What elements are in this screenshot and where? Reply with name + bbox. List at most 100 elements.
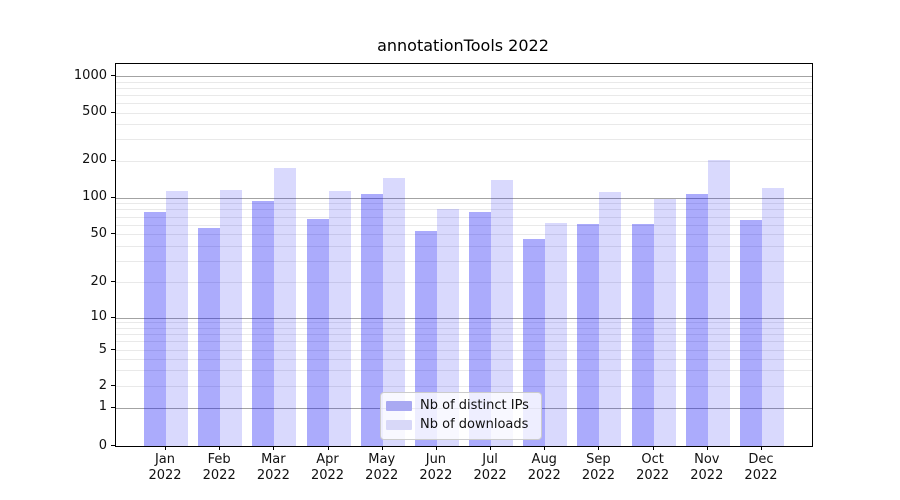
x-tick bbox=[327, 446, 329, 450]
y-tick bbox=[111, 385, 115, 386]
x-tick bbox=[652, 446, 654, 450]
y-tick bbox=[111, 349, 115, 350]
x-tick bbox=[381, 446, 383, 450]
y-tick-label: 500 bbox=[82, 104, 107, 120]
gridline-minor bbox=[116, 386, 812, 387]
gridline-minor bbox=[116, 203, 812, 205]
bar-distinct-ips-sep bbox=[577, 223, 600, 446]
bar-downloads-nov bbox=[707, 159, 730, 446]
x-tick bbox=[165, 446, 166, 450]
y-tick-label: 1 bbox=[98, 399, 107, 414]
bar-distinct-ips-jan bbox=[144, 212, 166, 446]
x-tick-label: Apr 2022 bbox=[310, 452, 345, 483]
y-tick-label: 50 bbox=[90, 225, 107, 241]
bar-distinct-ips-oct bbox=[631, 223, 654, 446]
bar-downloads-oct bbox=[653, 199, 676, 446]
y-tick-label: 100 bbox=[82, 189, 107, 205]
bar-distinct-ips-apr bbox=[306, 218, 329, 446]
bar-distinct-ips-nov bbox=[685, 193, 708, 446]
bar-distinct-ips-dec bbox=[739, 219, 762, 446]
gridline-minor bbox=[116, 216, 812, 218]
gridline-minor bbox=[116, 234, 812, 236]
y-tick bbox=[111, 196, 115, 198]
gridline-minor bbox=[116, 112, 812, 114]
x-tick bbox=[706, 446, 708, 450]
gridline-minor bbox=[116, 81, 812, 83]
x-tick-label: Nov 2022 bbox=[690, 452, 724, 483]
y-tick-label: 2 bbox=[98, 377, 107, 393]
gridline-minor bbox=[116, 94, 812, 96]
x-tick bbox=[544, 446, 546, 450]
gridline-minor bbox=[116, 350, 812, 351]
gridline-minor bbox=[116, 139, 812, 141]
legend-label-distinct-ips: Nb of distinct IPs bbox=[420, 398, 529, 413]
bar-downloads-jun bbox=[436, 209, 459, 446]
y-tick bbox=[111, 316, 115, 318]
gridline-major bbox=[116, 197, 812, 199]
gridline-minor bbox=[116, 358, 812, 360]
gridline-minor bbox=[116, 209, 812, 211]
y-tick-label: 20 bbox=[90, 273, 107, 289]
y-tick bbox=[111, 406, 115, 408]
gridline-minor bbox=[116, 103, 812, 105]
x-tick-label: Sep 2022 bbox=[581, 452, 615, 483]
legend-swatch-downloads bbox=[386, 420, 412, 430]
bar-downloads-mar bbox=[274, 167, 297, 446]
x-tick-label: Aug 2022 bbox=[527, 452, 561, 483]
gridline-minor bbox=[116, 124, 812, 126]
x-tick-label: May 2022 bbox=[365, 452, 399, 483]
gridline-minor bbox=[116, 282, 812, 283]
y-tick bbox=[111, 445, 115, 446]
x-tick-label: Feb 2022 bbox=[202, 452, 236, 483]
bar-downloads-jan bbox=[166, 190, 188, 446]
y-tick bbox=[111, 111, 115, 113]
bar-distinct-ips-mar bbox=[252, 200, 275, 446]
bar-distinct-ips-may bbox=[360, 193, 383, 446]
gridline-minor bbox=[116, 245, 812, 247]
bar-downloads-sep bbox=[599, 192, 622, 446]
x-tick-label: Mar 2022 bbox=[256, 452, 290, 483]
gridline-major bbox=[116, 317, 812, 319]
x-tick-label: Jul 2022 bbox=[473, 452, 507, 483]
x-tick bbox=[273, 446, 275, 450]
gridline-minor bbox=[116, 160, 812, 162]
x-tick-label: Jun 2022 bbox=[419, 452, 453, 483]
x-tick-label: Jan 2022 bbox=[148, 452, 182, 483]
y-tick bbox=[111, 75, 115, 76]
x-tick bbox=[490, 446, 492, 450]
gridline-minor bbox=[116, 322, 812, 324]
x-tick bbox=[435, 446, 437, 450]
gridline-minor bbox=[116, 370, 812, 372]
bar-downloads-dec bbox=[761, 187, 784, 446]
x-tick bbox=[598, 446, 600, 450]
y-tick-label: 0 bbox=[98, 437, 107, 453]
plot-area bbox=[115, 63, 813, 447]
bar-downloads-jul bbox=[491, 179, 514, 446]
x-tick-label: Oct 2022 bbox=[636, 452, 670, 483]
x-tick bbox=[219, 446, 221, 450]
y-tick bbox=[111, 281, 115, 282]
chart-title: annotationTools 2022 bbox=[377, 36, 549, 55]
y-tick bbox=[111, 233, 115, 235]
bar-downloads-may bbox=[382, 177, 405, 446]
legend-entry-distinct-ips: Nb of distinct IPs bbox=[386, 398, 532, 414]
gridline-minor bbox=[116, 260, 812, 262]
bar-downloads-feb bbox=[220, 189, 243, 446]
y-tick-label: 5 bbox=[98, 341, 107, 357]
legend-swatch-distinct-ips bbox=[386, 401, 412, 411]
gridline-minor bbox=[116, 334, 812, 336]
bar-downloads-apr bbox=[328, 191, 351, 446]
y-tick-label: 1000 bbox=[73, 67, 107, 83]
bar-downloads-aug bbox=[545, 222, 568, 446]
gridline-minor bbox=[116, 327, 812, 329]
legend-entry-downloads: Nb of downloads bbox=[386, 417, 532, 433]
gridline-major bbox=[116, 76, 812, 77]
bar-distinct-ips-jul bbox=[469, 212, 492, 446]
y-tick-label: 10 bbox=[90, 309, 107, 324]
gridline-minor bbox=[116, 87, 812, 89]
gridline-minor bbox=[116, 341, 812, 343]
legend: Nb of distinct IPs Nb of downloads bbox=[380, 392, 542, 440]
legend-label-downloads: Nb of downloads bbox=[420, 417, 529, 432]
x-tick bbox=[760, 446, 762, 450]
